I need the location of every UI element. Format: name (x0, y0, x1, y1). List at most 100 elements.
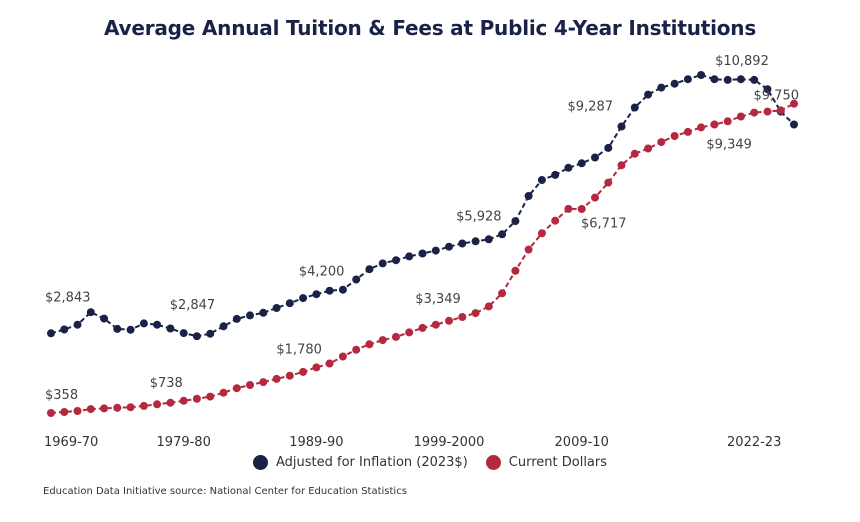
data-point-s1-9 (166, 398, 175, 407)
data-point-s0-25 (378, 259, 387, 268)
data-label: $9,287 (568, 100, 614, 115)
data-point-s0-46 (657, 83, 666, 92)
data-point-s0-39 (564, 163, 573, 172)
data-label: $3,349 (415, 292, 461, 307)
data-point-s0-38 (551, 170, 560, 179)
data-point-s0-32 (471, 237, 480, 246)
data-point-s0-14 (232, 314, 241, 323)
data-point-s1-40 (577, 205, 586, 213)
data-point-s1-51 (723, 117, 732, 126)
data-point-s1-45 (644, 144, 653, 153)
line-chart: 1969-70 1979-80 1989-90 1999-2000 2009-10 202… (44, 54, 799, 450)
data-label: $9,349 (706, 138, 752, 153)
data-point-s1-2 (73, 407, 82, 415)
data-point-s1-30 (445, 316, 453, 325)
data-point-s1-48 (683, 127, 692, 136)
data-point-s1-19 (299, 367, 308, 376)
data-point-s0-53 (750, 75, 759, 84)
data-point-s1-49 (697, 123, 706, 132)
data-point-s1-44 (630, 149, 639, 158)
data-point-s0-45 (644, 90, 653, 99)
data-point-s1-4 (100, 404, 109, 413)
data-point-s1-6 (126, 403, 135, 412)
data-point-s0-20 (312, 290, 321, 299)
data-point-s1-22 (338, 352, 347, 361)
data-point-s1-16 (259, 378, 268, 387)
data-point-s0-2 (73, 320, 82, 329)
data-point-s0-17 (272, 304, 281, 312)
legend: Adjusted for Inflation (2023$) Current D… (0, 455, 860, 470)
data-point-s0-44 (630, 103, 639, 112)
legend-label-inflation: Adjusted for Inflation (2023$) (275, 455, 468, 470)
data-point-s0-16 (259, 308, 268, 317)
data-point-s0-23 (352, 275, 361, 284)
data-point-s1-14 (232, 384, 241, 393)
data-point-s1-15 (246, 381, 254, 389)
data-point-s1-27 (405, 328, 414, 337)
data-point-s0-30 (445, 242, 453, 251)
data-point-s0-10 (179, 329, 188, 338)
data-point-s1-10 (179, 396, 188, 405)
data-label: $2,843 (45, 290, 91, 305)
data-point-s1-46 (657, 138, 666, 147)
legend-swatch-inflation (252, 455, 268, 470)
data-point-s1-42 (604, 178, 613, 187)
data-point-s1-54 (763, 107, 772, 116)
data-point-s1-52 (736, 112, 745, 121)
data-point-s1-11 (192, 394, 201, 403)
data-label: $1,780 (276, 342, 322, 357)
data-point-s0-24 (365, 265, 374, 274)
data-point-s1-38 (551, 216, 560, 225)
data-point-s0-31 (458, 239, 467, 248)
data-point-s1-8 (153, 400, 162, 409)
data-point-s0-9 (166, 324, 175, 333)
x-tick-label: 1979-80 (157, 435, 211, 450)
data-point-s1-25 (378, 336, 387, 345)
series-line-1 (50, 102, 795, 414)
data-label: $10,892 (715, 54, 769, 69)
x-tick-label: 2009-10 (555, 435, 609, 450)
data-point-s0-34 (498, 230, 507, 239)
data-point-s1-28 (418, 323, 427, 332)
data-point-s0-3 (86, 308, 95, 317)
data-point-s1-35 (511, 266, 520, 275)
data-point-s1-24 (365, 340, 374, 349)
data-point-s0-22 (338, 285, 347, 294)
data-point-s0-36 (524, 192, 533, 200)
data-point-s1-5 (113, 403, 122, 412)
data-point-s1-13 (219, 388, 228, 397)
data-point-s0-8 (153, 320, 162, 329)
data-point-s0-50 (710, 75, 719, 84)
data-point-s1-33 (484, 302, 493, 311)
data-label: $2,847 (170, 298, 216, 313)
source-note: Education Data Initiative source: Nation… (43, 486, 407, 497)
data-point-s0-51 (723, 75, 732, 84)
data-point-s0-47 (670, 79, 679, 88)
data-point-s1-12 (206, 392, 215, 401)
data-point-s0-26 (392, 256, 400, 265)
chart-title: Average Annual Tuition & Fees at Public … (103, 16, 757, 40)
data-point-s1-41 (591, 193, 599, 202)
data-point-s0-42 (604, 143, 613, 152)
x-tick-label: 2022-23 (727, 435, 781, 450)
data-point-s0-40 (577, 159, 586, 168)
data-label: $4,200 (299, 265, 345, 280)
data-point-s1-0 (47, 409, 55, 417)
data-point-s1-1 (60, 408, 69, 416)
data-point-s0-52 (736, 75, 745, 84)
data-point-s0-6 (126, 325, 135, 334)
data-point-s0-43 (617, 122, 626, 131)
data-point-s0-29 (431, 246, 440, 255)
data-point-s1-3 (86, 405, 95, 414)
data-point-s1-29 (431, 320, 440, 329)
data-label: $738 (150, 376, 183, 391)
data-point-s0-19 (299, 294, 308, 303)
data-point-s0-5 (113, 324, 122, 333)
legend-item-current: Current Dollars (485, 455, 607, 470)
data-point-s0-4 (100, 314, 109, 323)
data-point-s0-54 (763, 85, 772, 94)
data-label: $5,928 (456, 209, 502, 224)
data-point-s1-34 (498, 289, 507, 298)
data-point-s1-43 (617, 161, 626, 170)
